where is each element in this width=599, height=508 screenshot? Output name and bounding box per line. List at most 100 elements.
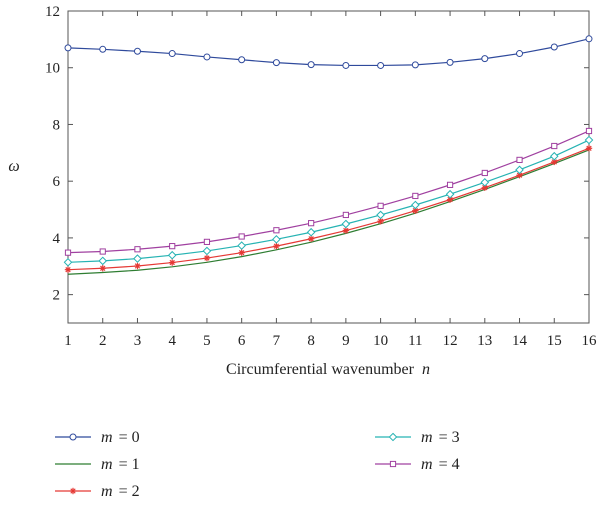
series-line — [67, 147, 590, 271]
data-point — [306, 227, 316, 237]
x-tick-label: 4 — [168, 333, 176, 349]
y-tick-label: 10 — [45, 61, 60, 77]
data-point — [308, 220, 315, 227]
data-point — [585, 127, 593, 135]
legend-label-eq: = 3 — [439, 429, 460, 446]
legend-label-var: m — [421, 456, 433, 473]
legend-label: m = 2 — [101, 483, 140, 500]
y-tick-label: 12 — [45, 4, 60, 20]
data-point — [307, 61, 315, 69]
data-point — [411, 61, 419, 69]
y-axis-ticks: 2 4 6 8 10 12 — [45, 4, 589, 304]
legend-label-eq: = 4 — [439, 456, 460, 473]
data-point — [203, 254, 211, 262]
data-point — [412, 192, 419, 200]
x-tick-label: 9 — [342, 333, 350, 349]
data-point — [341, 219, 351, 229]
data-point — [480, 178, 490, 187]
data-point — [99, 265, 106, 272]
data-point — [445, 189, 455, 199]
series-m0 — [64, 35, 593, 69]
legend-item: m = 2 — [55, 483, 140, 500]
data-point — [99, 248, 106, 255]
data-point — [238, 56, 246, 64]
legend-swatch-marker — [389, 460, 397, 468]
x-axis-ticks: 1 2 3 4 5 6 7 8 9 10 11 12 13 14 15 16 — [64, 11, 597, 349]
data-point — [377, 202, 384, 209]
data-point — [134, 246, 141, 253]
data-point — [584, 135, 594, 145]
data-point — [377, 61, 385, 69]
data-point — [551, 142, 558, 150]
legend-swatch-marker — [69, 487, 77, 495]
legend-swatch-marker — [69, 433, 77, 441]
data-point — [273, 242, 280, 250]
legend-label-var: m — [421, 429, 433, 446]
data-point — [98, 256, 108, 266]
data-point — [99, 45, 107, 53]
data-point — [342, 211, 349, 219]
series-line — [67, 38, 590, 67]
series-m4 — [64, 127, 593, 256]
legend-item: m = 4 — [375, 456, 460, 473]
data-point — [169, 259, 176, 266]
x-tick-label: 13 — [477, 333, 492, 349]
series-m3 — [63, 135, 594, 267]
x-axis-title-text: Circumferential wavenumber — [226, 361, 415, 378]
data-point — [272, 59, 280, 67]
y-tick-label: 2 — [53, 288, 61, 304]
data-point — [307, 235, 315, 242]
series-line — [67, 149, 590, 275]
x-tick-label: 8 — [307, 333, 315, 349]
data-point — [446, 196, 454, 203]
data-point — [272, 235, 281, 244]
x-tick-label: 1 — [64, 333, 72, 349]
data-point — [411, 200, 420, 210]
x-tick-label: 12 — [443, 333, 458, 349]
x-tick-label: 11 — [408, 333, 422, 349]
x-tick-label: 3 — [134, 333, 142, 349]
y-tick-label: 4 — [53, 231, 61, 247]
data-point — [515, 165, 524, 175]
series-m1 — [67, 149, 590, 275]
data-point — [585, 145, 593, 152]
x-axis-title-var: n — [422, 361, 430, 378]
legend-label: m = 1 — [101, 456, 140, 473]
data-point — [63, 257, 73, 267]
data-point — [516, 50, 524, 58]
legend-label-var: m — [101, 456, 113, 473]
data-point — [342, 227, 350, 234]
legend-item: m = 0 — [55, 429, 140, 446]
data-point — [550, 43, 558, 51]
data-point — [446, 58, 454, 66]
legend-label: m = 4 — [421, 456, 460, 473]
data-point — [64, 44, 72, 52]
legend-item: m = 1 — [55, 456, 140, 473]
data-point — [376, 210, 385, 220]
legend-label: m = 0 — [101, 429, 140, 446]
legend-item: m = 3 — [375, 429, 460, 446]
data-point — [133, 47, 141, 55]
legend-label-eq: = 2 — [119, 483, 140, 500]
series-layer — [63, 35, 594, 275]
data-point — [203, 53, 211, 61]
data-point — [64, 249, 72, 256]
series-line — [67, 130, 590, 254]
data-point — [237, 241, 246, 250]
data-point — [134, 262, 141, 270]
data-point — [481, 184, 488, 191]
data-point — [169, 243, 176, 250]
x-tick-label: 5 — [203, 333, 211, 349]
series-line — [67, 139, 590, 263]
x-tick-label: 16 — [582, 333, 598, 349]
data-point — [481, 169, 488, 177]
plot-area-frame — [67, 10, 590, 324]
data-point — [342, 61, 350, 69]
data-point — [238, 249, 245, 256]
y-tick-label: 6 — [53, 174, 61, 190]
data-point — [585, 35, 593, 43]
series-m2 — [64, 145, 593, 273]
data-point — [549, 151, 559, 161]
legend-label-eq: = 1 — [119, 456, 140, 473]
x-tick-label: 2 — [99, 333, 107, 349]
